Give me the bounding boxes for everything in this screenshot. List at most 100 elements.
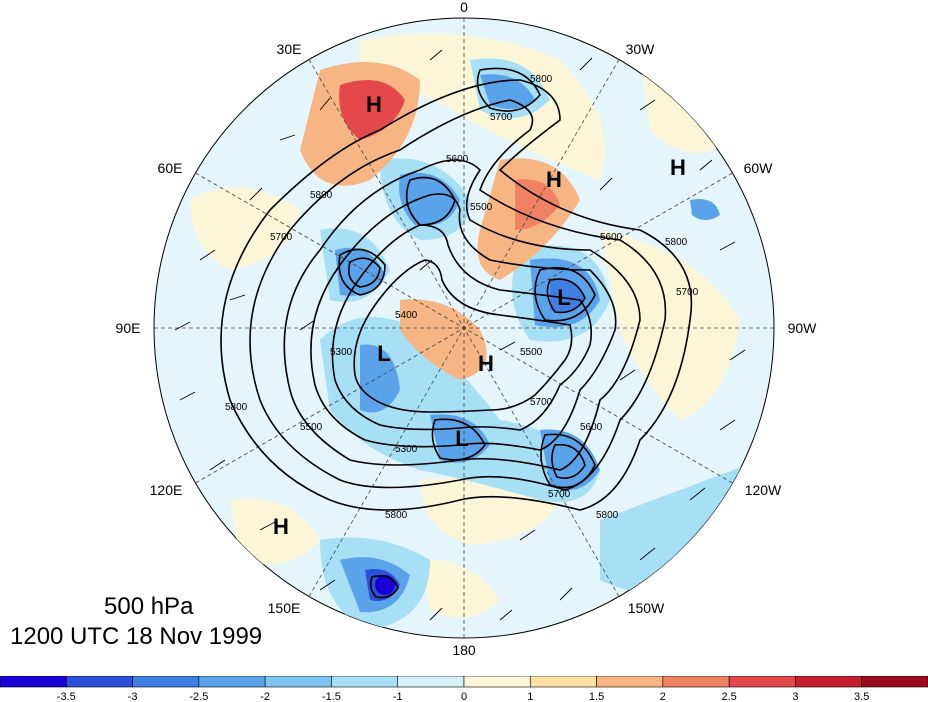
colorbar-box <box>463 676 531 688</box>
lon-label-180: 180 <box>452 642 476 658</box>
high-center: H <box>273 514 289 539</box>
contour-label: 5800 <box>385 510 408 521</box>
colorbar-tick-label: -3 <box>128 691 138 702</box>
high-center: H <box>478 351 494 376</box>
cutoff-low-contour <box>405 176 456 226</box>
contour-5800 <box>220 79 693 511</box>
colorbar-box <box>662 676 730 688</box>
contour-5600 <box>283 159 641 471</box>
contour-label: 5800 <box>596 510 619 521</box>
cutoff-low-contour <box>347 257 381 288</box>
polar-stereographic-map: 0 30W 60W 90W 120W 150W 180 150E 120E 90… <box>116 0 818 658</box>
contour-label: 5800 <box>310 190 333 201</box>
lon-label-120e: 120E <box>150 482 183 498</box>
colorbar-box <box>529 676 597 688</box>
lon-label-90w: 90W <box>788 320 818 336</box>
anomaly-weak-positive <box>420 559 500 618</box>
contour-5300 <box>353 259 573 413</box>
lon-label-0: 0 <box>460 0 468 15</box>
lon-label-30w: 30W <box>626 41 656 57</box>
contour-label: 5800 <box>225 402 248 413</box>
colorbar-tick-label: 2.5 <box>721 691 736 702</box>
lon-label-120w: 120W <box>745 482 782 498</box>
colorbar-tick-label: -1.5 <box>322 691 341 702</box>
cutoff-low-contour <box>540 433 596 489</box>
contour-label: 5600 <box>580 422 603 433</box>
anomaly-strong-negative <box>550 279 585 313</box>
high-center: H <box>546 167 562 192</box>
colorbar-labels: -3.5 -3 -2.5 -2 -1.5 -1 0 1 1.5 2 2.5 3 3.5 <box>57 691 870 702</box>
contour-label: 5300 <box>395 444 418 455</box>
contour-label: 5500 <box>300 422 323 433</box>
anomaly-positive <box>400 299 487 380</box>
colorbar-box <box>397 676 465 688</box>
colorbar-tick-label: 3.5 <box>854 691 869 702</box>
colorbar-boxes <box>0 676 928 688</box>
colorbar-box <box>65 676 133 688</box>
colorbar-tick-label: -2 <box>260 691 270 702</box>
lon-label-150e: 150E <box>268 600 301 616</box>
contour-label: 5700 <box>490 112 513 123</box>
contour-5500 <box>310 193 617 451</box>
colorbar-tick-label: 0 <box>461 691 467 702</box>
colorbar-tick-label: -3.5 <box>57 691 76 702</box>
lon-label-150w: 150W <box>628 600 665 616</box>
anomaly-strong-positive <box>515 179 560 230</box>
cutoff-low-contour <box>338 248 386 296</box>
contour-label: 5300 <box>330 347 353 358</box>
colorbar-box <box>0 676 67 688</box>
contour-label: 5700 <box>548 489 571 500</box>
lon-grid <box>154 18 774 638</box>
cutoff-low-contour <box>551 443 586 479</box>
anomaly-negative <box>360 344 400 413</box>
contour-label: 5800 <box>530 74 553 85</box>
cutoff-low-contour <box>369 575 399 599</box>
colorbar-box <box>331 676 399 688</box>
colorbar-box <box>264 676 332 688</box>
valid-time-title: 1200 UTC 18 Nov 1999 <box>10 623 263 650</box>
contour-label: 5700 <box>530 397 553 408</box>
contour-5700 <box>249 99 667 491</box>
contour-label: 5800 <box>665 237 688 248</box>
colorbar: -3.5 -3 -2.5 -2 -1.5 -1 0 1 1.5 2 2.5 3 3.5 <box>0 676 928 702</box>
high-center: H <box>670 155 686 180</box>
colorbar-tick-label: 2 <box>660 691 666 702</box>
lon-label-90e: 90E <box>116 320 141 336</box>
anomaly-strong-negative <box>375 575 395 595</box>
colorbar-box <box>132 676 200 688</box>
low-center: L <box>455 426 468 451</box>
colorbar-tick-label: 1 <box>527 691 533 702</box>
contour-label: 5600 <box>600 232 623 243</box>
height-contours <box>220 67 693 599</box>
colorbar-tick-label: -2.5 <box>189 691 208 702</box>
cutoff-low-contour <box>546 278 586 314</box>
colorbar-tick-label: -1 <box>393 691 403 702</box>
lon-label-60w: 60W <box>744 160 774 176</box>
low-center: L <box>557 285 570 310</box>
cutoff-low-contour <box>431 418 486 461</box>
colorbar-tick-label: 3 <box>792 691 798 702</box>
contour-label: 5500 <box>520 347 543 358</box>
lon-label-30e: 30E <box>277 41 302 57</box>
anomaly-negative <box>690 199 720 220</box>
contour-label: 5500 <box>470 202 493 213</box>
cutoff-low-contour <box>476 67 541 112</box>
colorbar-tick-label: 1.5 <box>589 691 604 702</box>
low-center: L <box>377 341 390 366</box>
cutoff-low-contour <box>534 266 596 322</box>
high-center: H <box>366 92 382 117</box>
contour-label: 5400 <box>395 310 418 321</box>
wind-barbs <box>174 49 746 621</box>
contour-label: 5700 <box>676 287 699 298</box>
contour-label: 5600 <box>446 154 469 165</box>
contour-label: 5700 <box>270 232 293 243</box>
colorbar-box <box>728 676 796 688</box>
anomaly-negative <box>335 247 385 296</box>
colorbar-box <box>198 676 266 688</box>
lon-label-60e: 60E <box>158 160 183 176</box>
colorbar-box <box>861 676 928 688</box>
colorbar-box <box>596 676 664 688</box>
colorbar-box <box>795 676 863 688</box>
anomaly-weak-positive <box>600 230 740 420</box>
pressure-level-title: 500 hPa <box>104 593 194 620</box>
